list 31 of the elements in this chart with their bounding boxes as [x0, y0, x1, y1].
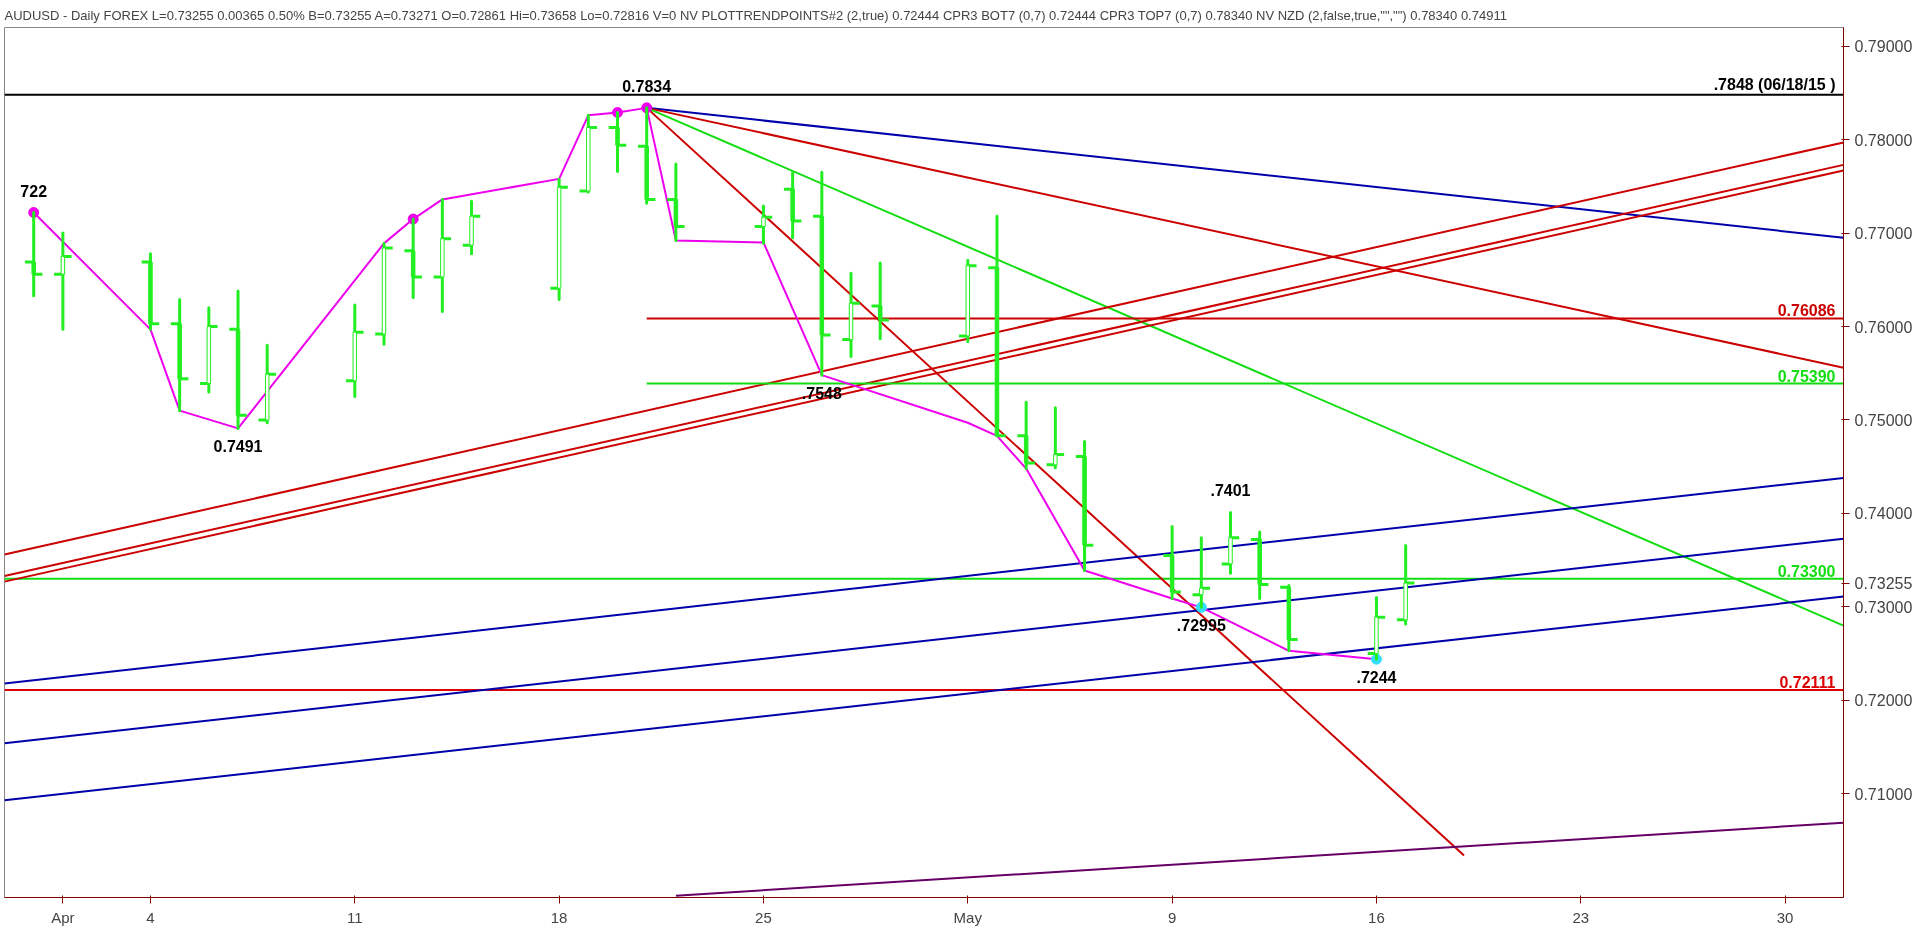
y-tick-label: 0.75000 — [1854, 411, 1913, 429]
data-label: 0.76086 — [1777, 302, 1836, 320]
annotation: 0.7491 — [213, 438, 263, 456]
annotation: 722 — [20, 182, 48, 200]
annotation: .7244 — [1356, 669, 1397, 687]
y-tick-label: 0.73255 — [1854, 575, 1913, 593]
x-tick-label: 9 — [1167, 908, 1177, 926]
data-label: 0.75390 — [1777, 367, 1836, 385]
x-tick-label: 16 — [1368, 908, 1385, 926]
x-tick-label: 23 — [1572, 908, 1590, 926]
annotation: .7401 — [1210, 482, 1251, 500]
y-tick-label: 0.71000 — [1854, 785, 1913, 803]
y-tick-label: 0.77000 — [1854, 225, 1913, 243]
x-tick-label: 25 — [755, 908, 772, 926]
y-tick-label: 0.78000 — [1854, 131, 1913, 149]
ref-line-label: 0.73300 — [1777, 562, 1836, 580]
y-tick-label: 0.76000 — [1854, 318, 1913, 336]
x-tick-label: Apr — [51, 908, 75, 926]
ref-line-label: .7848 (06/18/15 ) — [1713, 75, 1836, 93]
chart-title: AUDUSD - Daily FOREX L=0.73255 0.00365 0.50% B=0.73255 A=0.73271 O=0.72861 Hi=0.73658 Lo=0.72816 V=0 NV PLOTTRENDPOINTS#2 (2,true) 0.72444 CPR3 BOT7 (0,7) 0.72444 CPR3 TOP7 (0,7) 0.78340 NV NZD (2,false,true,"","") 0.78340 0.74911 — [4, 7, 1507, 23]
y-tick-label: 0.73000 — [1854, 598, 1913, 616]
y-tick-label: 0.72000 — [1854, 692, 1913, 710]
x-tick-label: May — [953, 908, 983, 926]
x-tick-label: 4 — [146, 908, 155, 926]
x-tick-label: 18 — [550, 908, 568, 926]
y-tick-label: 0.74000 — [1854, 505, 1913, 523]
x-tick-label: 11 — [347, 908, 363, 926]
annotation: 0.7834 — [622, 77, 672, 95]
y-tick-label: 0.79000 — [1854, 38, 1913, 56]
x-tick-label: 30 — [1776, 908, 1794, 926]
ref-line-label: 0.72111 — [1779, 673, 1836, 691]
